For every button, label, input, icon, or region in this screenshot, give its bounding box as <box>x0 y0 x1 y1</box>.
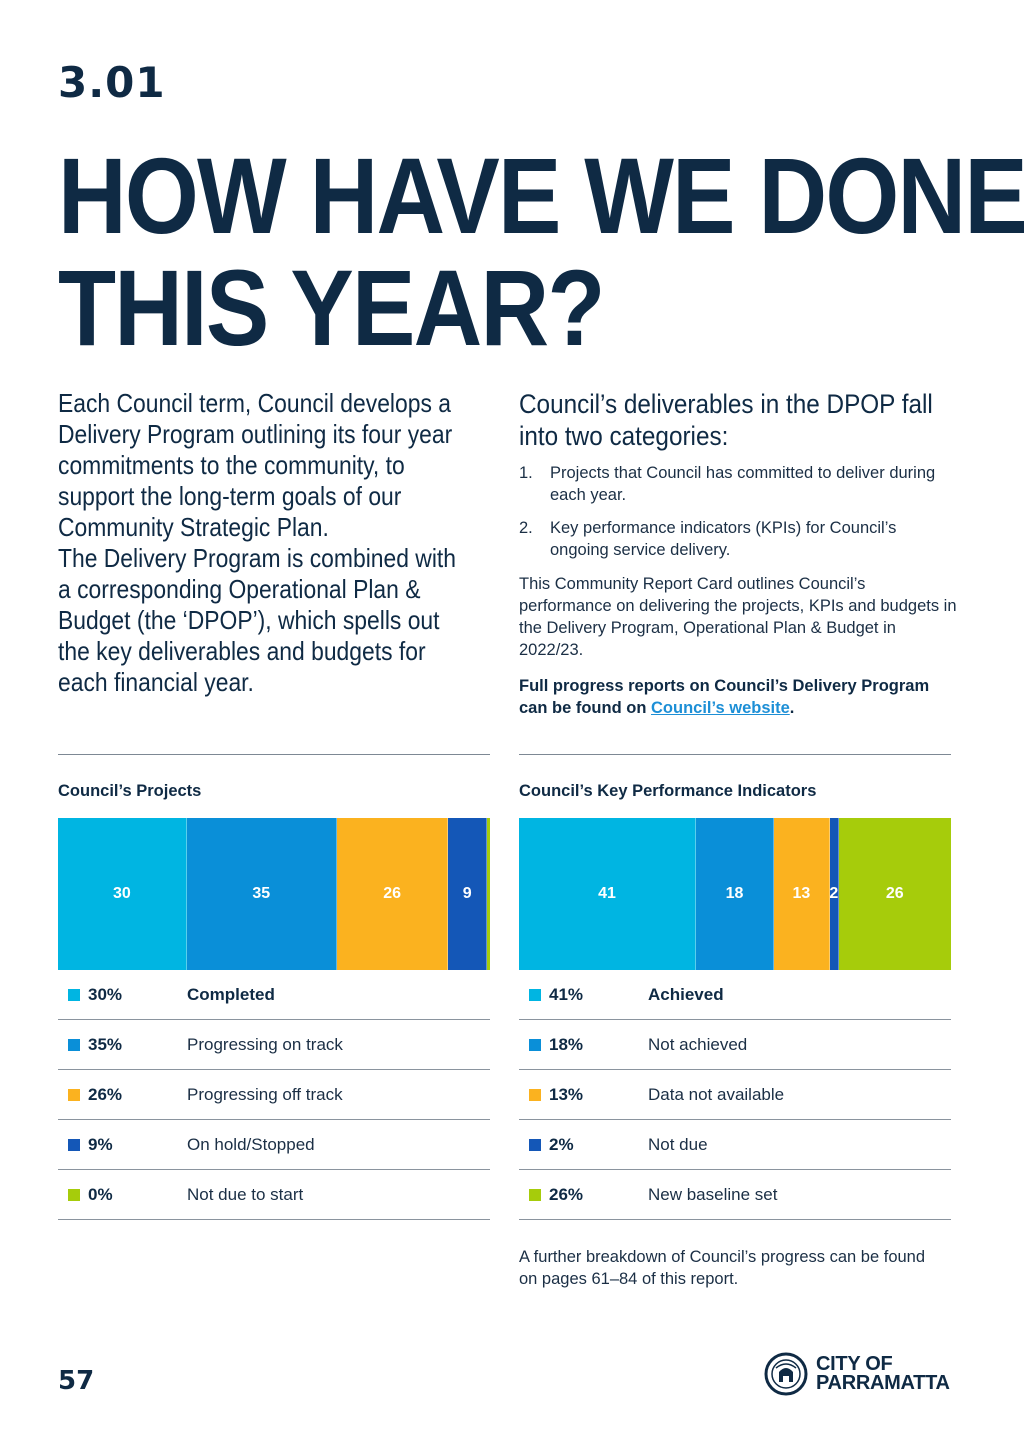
legend-swatch <box>529 1138 541 1151</box>
legend-row: 26% Progressing off track <box>58 1070 490 1120</box>
list-item-number: 2. <box>519 519 533 537</box>
legend-row: 9% On hold/Stopped <box>58 1120 490 1170</box>
bar-data-label: 30 <box>112 885 131 902</box>
legend-swatch <box>68 988 80 1001</box>
projects-chart-title: Council’s Projects <box>58 782 202 800</box>
legend-label: On hold/Stopped <box>187 1134 315 1154</box>
page-number: 57 <box>58 1366 95 1396</box>
bar-segment-new-baseline-set: 26 <box>838 818 951 970</box>
legend-row: 2% Not due <box>519 1120 951 1170</box>
legend-percentage: 41% <box>549 984 584 1004</box>
logo-line-1: CITY OF <box>816 1353 893 1375</box>
kpi-stacked-bar: 41 18 13 2 26 <box>519 818 951 970</box>
projects-legend: 30% Completed 35% Progressing on track 26% Pr… <box>58 970 490 1220</box>
list-item: 2. Key performance indicators (KPIs) for… <box>519 517 959 561</box>
bar-data-label: 41 <box>598 885 616 902</box>
bar-data-label: 35 <box>252 885 271 902</box>
footer-note: A further breakdown of Council’s progres… <box>519 1248 926 1288</box>
legend-percentage: 13% <box>549 1084 584 1104</box>
council-website-link[interactable]: Council’s website <box>651 699 790 717</box>
legend-label: Progressing on track <box>187 1034 343 1054</box>
legend-row: 18% Not achieved <box>519 1020 951 1070</box>
legend-swatch <box>68 1088 80 1101</box>
kpi-panel: Council’s Key Performance Indicators 41 1… <box>519 782 951 1220</box>
bar-segment-not-due-to-start <box>487 818 490 970</box>
legend-row: 13% Data not available <box>519 1070 951 1120</box>
legend-label: Completed <box>187 984 275 1004</box>
bar-segment-achieved: 41 <box>519 818 697 970</box>
legend-label: Achieved <box>648 984 724 1004</box>
legend-row: 26% New baseline set <box>519 1170 951 1220</box>
legend-percentage: 26% <box>88 1084 123 1104</box>
legend-swatch <box>529 1188 541 1201</box>
legend-label: Data not available <box>648 1084 785 1104</box>
intro-text: Each Council term, Council develops a De… <box>58 388 463 698</box>
logo-wordmark: CITY OF PARRAMATTA <box>816 1353 950 1394</box>
logo-line-2: PARRAMATTA <box>816 1372 950 1394</box>
legend-percentage: 26% <box>549 1184 584 1204</box>
bar-data-label: 2 <box>830 885 839 902</box>
legend-swatch <box>529 1088 541 1101</box>
list-item: 1. Projects that Council has committed t… <box>519 462 959 506</box>
legend-label: New baseline set <box>648 1184 778 1204</box>
intro-paragraph-2: The Delivery Program is combined with a … <box>58 543 457 697</box>
bar-data-label: 26 <box>885 885 904 902</box>
bar-segment-not-achieved: 18 <box>696 818 774 970</box>
legend-swatch <box>68 1188 80 1201</box>
legend-swatch <box>68 1138 80 1151</box>
projects-stacked-bar: 30 35 26 9 <box>58 818 490 970</box>
legend-row: 30% Completed <box>58 970 490 1020</box>
section-number: 3.01 <box>58 58 166 107</box>
legend-percentage: 30% <box>88 984 123 1004</box>
report-card-paragraph: This Community Report Card outlines Coun… <box>519 575 957 659</box>
progress-reports-text: Full progress reports on Council’s Deliv… <box>519 677 930 717</box>
bar-segment-completed: 30 <box>58 818 187 970</box>
legend-row: 0% Not due to start <box>58 1170 490 1220</box>
divider-left <box>58 754 490 755</box>
legend-row: 41% Achieved <box>519 970 951 1020</box>
legend-swatch <box>529 1038 541 1051</box>
parramatta-seal-icon <box>764 1352 808 1396</box>
bar-data-label: 9 <box>462 885 472 902</box>
bar-segment-progressing-off-track: 26 <box>336 818 449 970</box>
bar-data-label: 13 <box>792 885 811 902</box>
legend-percentage: 9% <box>88 1134 113 1154</box>
legend-percentage: 18% <box>549 1034 584 1054</box>
legend-percentage: 35% <box>88 1034 123 1054</box>
legend-label: Not achieved <box>648 1034 748 1054</box>
city-of-parramatta-logo: CITY OF PARRAMATTA <box>764 1352 950 1396</box>
list-item-text: Projects that Council has committed to d… <box>550 464 936 504</box>
bar-segment-data-not-available: 13 <box>773 818 831 970</box>
divider-right <box>519 754 951 755</box>
page-title: HOW HAVE WE DONE THIS YEAR? <box>58 135 1024 368</box>
legend-percentage: 0% <box>88 1184 113 1204</box>
page-title-line-2: THIS YEAR? <box>58 247 605 368</box>
legend-percentage: 2% <box>549 1134 574 1154</box>
intro-paragraph-1: Each Council term, Council develops a De… <box>58 388 453 542</box>
list-item-number: 1. <box>519 464 533 482</box>
bar-data-label: 26 <box>383 885 402 902</box>
progress-reports-paragraph: Full progress reports on Council’s Deliv… <box>519 675 959 719</box>
deliverables-list: 1. Projects that Council has committed t… <box>519 462 959 561</box>
bar-segment-on-hold-stopped: 9 <box>448 818 487 970</box>
list-item-text: Key performance indicators (KPIs) for Co… <box>550 519 897 559</box>
kpi-legend: 41% Achieved 18% Not achieved 13% Data not av… <box>519 970 951 1220</box>
bar-segment-not-due: 2 <box>830 818 839 970</box>
legend-row: 35% Progressing on track <box>58 1020 490 1070</box>
kpi-chart-title: Council’s Key Performance Indicators <box>519 782 817 800</box>
deliverables-column: Council’s deliverables in the DPOP fall … <box>519 388 959 719</box>
legend-swatch <box>529 988 541 1001</box>
legend-swatch <box>68 1038 80 1051</box>
legend-label: Not due <box>648 1134 708 1154</box>
legend-label: Not due to start <box>187 1184 304 1204</box>
projects-panel: Council’s Projects 30 35 26 9 30% Completed 3… <box>58 782 490 1220</box>
deliverables-heading: Council’s deliverables in the DPOP fall … <box>519 389 933 451</box>
legend-label: Progressing off track <box>187 1084 343 1104</box>
bar-data-label: 18 <box>725 885 744 902</box>
bar-segment-progressing-on-track: 35 <box>186 818 337 970</box>
progress-reports-end: . <box>789 699 795 717</box>
page-title-line-1: HOW HAVE WE DONE <box>58 135 1024 256</box>
